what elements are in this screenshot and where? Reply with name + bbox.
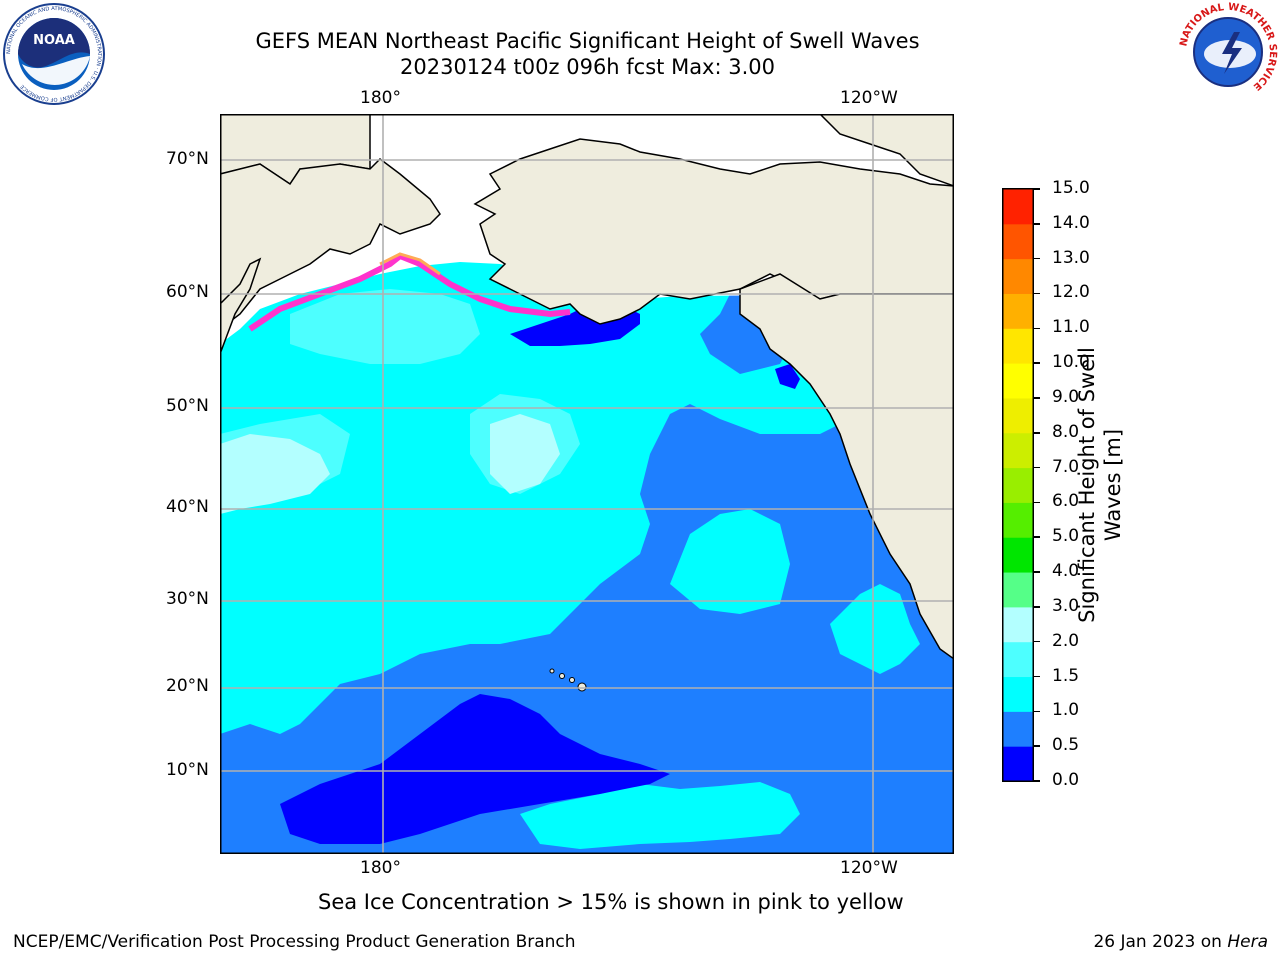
colorbar-tick-label: 13.0	[1052, 247, 1090, 268]
colorbar-segment	[1003, 223, 1033, 260]
top-lon-label-180: 180°	[360, 88, 401, 108]
colorbar-tick-label: 5.0	[1052, 526, 1080, 547]
sea-ice-edge	[248, 252, 571, 332]
sea-ice-edge-orange	[379, 252, 441, 276]
colorbar-tick-mark	[1034, 432, 1040, 434]
lat-label-70n: 70°N	[166, 149, 209, 169]
sea-ice-note: Sea Ice Concentration > 15% is shown in …	[318, 890, 904, 914]
colorbar-segment	[1003, 676, 1033, 712]
colorbar-tick-mark	[1034, 223, 1040, 225]
colorbar-tick-mark	[1034, 675, 1040, 678]
footer-credit: NCEP/EMC/Verification Post Processing Pr…	[13, 932, 576, 952]
colorbar-tick-mark	[1034, 257, 1040, 260]
colorbar-segment	[1003, 293, 1033, 329]
swell-region-lt-0.5m	[280, 694, 670, 844]
noaa-logo: NOAA NATIONAL OCEANIC AND ATMOSPHERIC AD…	[2, 2, 106, 106]
hawaiian-islands	[549, 668, 587, 692]
footer-date-text: 26 Jan 2023 on	[1093, 932, 1228, 952]
bottom-lon-label-180: 180°	[360, 858, 401, 878]
colorbar-segment	[1003, 502, 1033, 538]
colorbar-segment	[1003, 606, 1033, 643]
colorbar-segment	[1003, 746, 1033, 782]
colorbar-tick-mark	[1034, 501, 1040, 504]
graticule	[220, 114, 954, 854]
nws-logo: NATIONAL WEATHER SERVICE	[1178, 2, 1278, 102]
map-title: GEFS MEAN Northeast Pacific Significant …	[255, 29, 920, 53]
swell-region-1.5-2m-north	[290, 289, 480, 364]
map-subtitle: 20230124 t00z 096h fcst Max: 3.00	[400, 55, 775, 79]
colorbar-tick-label: 8.0	[1052, 421, 1080, 442]
colorbar-segment	[1003, 363, 1033, 399]
colorbar-label: Significant Height of Swell Waves [m]	[1075, 347, 1125, 623]
colorbar-tick-label: 15.0	[1052, 178, 1090, 198]
lat-label-50n: 50°N	[166, 396, 209, 416]
colorbar-tick-label: 14.0	[1052, 212, 1090, 233]
colorbar-tick-label: 0.0	[1052, 770, 1080, 790]
lat-label-40n: 40°N	[166, 497, 209, 517]
colorbar-tick-label: 12.0	[1052, 282, 1090, 303]
colorbar-tick-mark	[1034, 640, 1040, 643]
colorbar-tick-mark	[1034, 327, 1040, 330]
svg-text:NOAA: NOAA	[33, 33, 75, 48]
swell-height-map	[219, 113, 955, 858]
colorbar-tick-label: 0.5	[1052, 735, 1080, 756]
colorbar-tick-label: 9.0	[1052, 386, 1080, 407]
swell-region-2-3m	[220, 434, 330, 514]
colorbar-segment	[1003, 641, 1033, 678]
colorbar-segment	[1003, 537, 1033, 573]
colorbar-frame	[1002, 188, 1034, 782]
swell-region-lt-0.5m-coast	[775, 364, 800, 389]
colorbar-tick-label: 10.0	[1052, 352, 1090, 373]
colorbar-segment	[1003, 711, 1033, 747]
colorbar-tick-label: 1.5	[1052, 665, 1080, 686]
colorbar-tick-label: 7.0	[1052, 456, 1080, 477]
colorbar-segment	[1003, 572, 1033, 608]
swell-region-1-1.5m-east	[830, 584, 920, 674]
lat-label-30n: 30°N	[166, 589, 209, 609]
swell-region-1-1.5m-east2	[670, 509, 790, 614]
colorbar-segment	[1003, 432, 1033, 469]
chukotka-land	[219, 158, 441, 331]
colorbar-tick-mark	[1034, 745, 1040, 747]
lat-label-60n: 60°N	[166, 282, 209, 302]
colorbar-tick-label: 11.0	[1052, 317, 1090, 338]
colorbar-tick-label: 4.0	[1052, 561, 1080, 582]
lat-label-20n: 20°N	[166, 676, 209, 696]
colorbar-tick-label: 1.0	[1052, 700, 1080, 721]
colorbar-segment	[1003, 467, 1033, 503]
colorbar-tick-mark	[1034, 466, 1040, 469]
map-frame	[220, 114, 954, 854]
colorbar-tick-mark	[1034, 292, 1040, 295]
colorbar-tick-mark	[1034, 780, 1040, 782]
colorbar-tick-mark	[1034, 397, 1040, 399]
colorbar-tick-mark	[1034, 571, 1040, 573]
bottom-lon-label-120w: 120°W	[840, 858, 898, 878]
colorbar-tick-label: 3.0	[1052, 595, 1080, 616]
colorbar-segment	[1003, 189, 1033, 225]
footer-machine: Hera	[1227, 932, 1268, 952]
colorbar-segment	[1003, 397, 1033, 434]
colorbar-tick-label: 6.0	[1052, 491, 1080, 512]
colorbar-segment	[1003, 258, 1033, 294]
colorbar-tick-mark	[1034, 536, 1040, 538]
lat-label-10n: 10°N	[166, 760, 209, 780]
colorbar-tick-mark	[1034, 606, 1040, 608]
colorbar-tick-mark	[1034, 188, 1040, 190]
colorbar-label-text: Significant Height of Swell Waves [m]	[1075, 340, 1125, 623]
kamchatka-land	[219, 257, 262, 355]
colorbar-segment	[1003, 328, 1033, 364]
swell-region-2-3m-central	[490, 414, 560, 494]
colorbar-tick-mark	[1034, 362, 1040, 364]
top-lon-label-120w: 120°W	[840, 88, 898, 108]
colorbar-tick-mark	[1034, 710, 1040, 713]
colorbar-tick-label: 2.0	[1052, 630, 1080, 651]
swell-region-1-1.5m-south	[520, 782, 800, 849]
footer-date: 26 Jan 2023 on Hera	[1093, 932, 1268, 952]
colorbar	[1002, 188, 1034, 786]
